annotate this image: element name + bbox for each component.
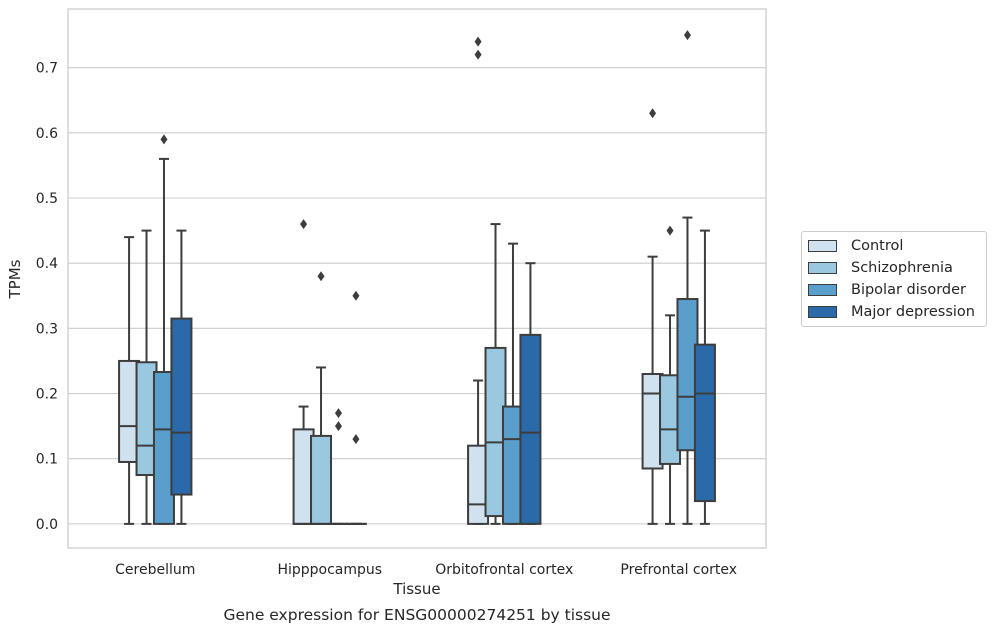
box-iqr xyxy=(519,333,542,525)
y-tick-label: 0.1 xyxy=(36,452,58,468)
y-tick-label: 0.6 xyxy=(36,126,58,142)
outlier-point xyxy=(352,290,360,301)
outlier-point xyxy=(352,434,360,445)
y-tick-label: 0.4 xyxy=(36,256,58,272)
box-schizophrenia-hipppocampus xyxy=(310,271,333,525)
y-tick-label: 0.3 xyxy=(36,321,58,337)
outlier-point xyxy=(300,219,308,230)
x-tick-label: Prefrontal cortex xyxy=(620,562,737,578)
legend-item-control: Control xyxy=(808,236,903,256)
plot-frame xyxy=(67,8,767,549)
legend-swatch-control xyxy=(808,240,837,252)
y-tick-label: 0.7 xyxy=(36,61,58,77)
outlier-point xyxy=(683,30,691,41)
box-plot-chart: 0.0 0.1 0.2 0.3 0.4 0.5 0.6 0.7 Cerebellum Hippp… xyxy=(6,8,767,598)
chart-caption: Gene expression for ENSG00000274251 by t… xyxy=(223,606,611,624)
outlier-point xyxy=(649,108,657,119)
box-iqr xyxy=(170,317,193,496)
outlier-point xyxy=(160,134,168,145)
outlier-point xyxy=(474,36,482,47)
y-tick-label: 0.2 xyxy=(36,387,58,403)
legend-item-major-depression: Major depression xyxy=(808,302,975,322)
legend-item-bipolar-disorder: Bipolar disorder xyxy=(808,280,966,300)
x-axis-ticks: Cerebellum Hipppocampus Orbitofrontal cort… xyxy=(115,562,737,578)
legend-label-bipolar-disorder: Bipolar disorder xyxy=(851,282,966,298)
legend-item-schizophrenia: Schizophrenia xyxy=(808,258,953,278)
outlier-point xyxy=(666,225,674,236)
box-iqr xyxy=(693,343,716,503)
box-major-depression-prefrontal-cortex xyxy=(693,229,716,525)
series-schizophrenia xyxy=(135,223,682,525)
x-tick-label: Orbitofrontal cortex xyxy=(435,562,573,578)
outlier-point xyxy=(474,49,482,60)
box-schizophrenia-cerebellum xyxy=(135,229,158,525)
box-major-depression-cerebellum xyxy=(170,229,193,525)
legend: Control Schizophrenia Bipolar disorder M… xyxy=(801,231,987,327)
x-axis-label: Tissue xyxy=(392,580,440,598)
legend-swatch-major-depression xyxy=(808,306,837,318)
y-tick-label: 0.5 xyxy=(36,191,58,207)
y-tick-label: 0.0 xyxy=(36,517,58,533)
x-tick-label: Hipppocampus xyxy=(277,562,382,578)
box-major-depression-hipppocampus xyxy=(344,290,367,525)
series-control xyxy=(118,36,664,525)
outlier-point xyxy=(317,271,325,282)
series-bipolar-disorder xyxy=(152,30,699,525)
legend-label-major-depression: Major depression xyxy=(851,304,975,320)
box-control-cerebellum xyxy=(118,236,141,525)
box-major-depression-orbitofrontal-cortex xyxy=(519,262,542,525)
x-tick-label: Cerebellum xyxy=(115,562,195,578)
outlier-point xyxy=(334,408,342,419)
box-plot-series xyxy=(118,30,716,525)
legend-swatch-bipolar-disorder xyxy=(808,284,837,296)
box-schizophrenia-orbitofrontal-cortex xyxy=(484,223,507,525)
y-axis-label: TPMs xyxy=(6,259,24,299)
box-control-orbitofrontal-cortex xyxy=(467,36,490,525)
outlier-point xyxy=(334,421,342,432)
legend-label-schizophrenia: Schizophrenia xyxy=(851,260,953,276)
legend-swatch-schizophrenia xyxy=(808,262,837,274)
y-axis-ticks: 0.0 0.1 0.2 0.3 0.4 0.5 0.6 0.7 xyxy=(36,61,58,533)
legend-label-control: Control xyxy=(851,238,904,254)
box-bipolar-disorder-cerebellum xyxy=(152,134,175,525)
series-major-depression xyxy=(170,229,716,525)
box-iqr xyxy=(310,434,333,525)
